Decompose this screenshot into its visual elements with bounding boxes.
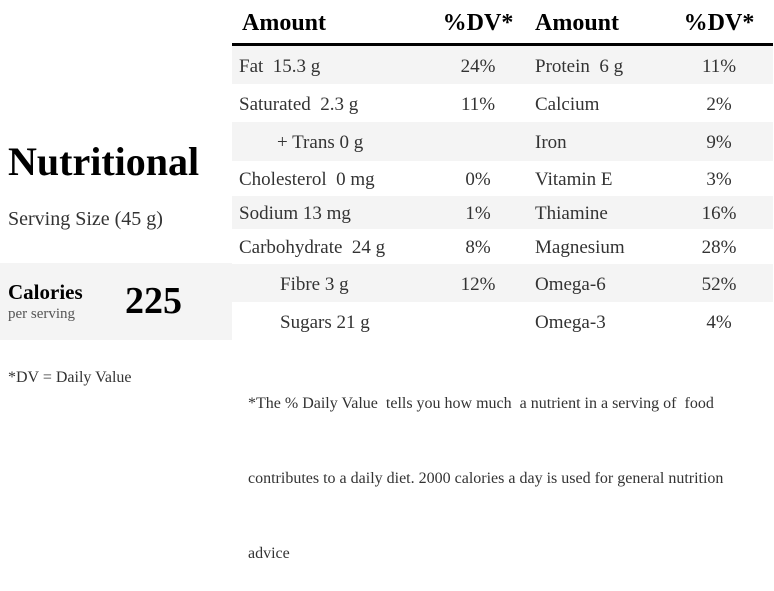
nutrient-amount: Fibre 3 g (280, 273, 349, 295)
nutrient-amount: Fat 15.3 g (239, 55, 321, 77)
nutrient-dv: 11% (460, 93, 496, 115)
title-line-1: Nutritional (8, 139, 200, 184)
nutrient-dv (432, 122, 524, 161)
nutrient-amount: Magnesium (535, 237, 625, 258)
nutrient-dv: 12% (460, 273, 496, 295)
dv-footnote: *The % Daily Value tells you how much a … (248, 341, 723, 591)
nutrient-amount: Sugars 21 g (280, 311, 370, 333)
nutrient-amount: Carbohydrate 24 g (239, 237, 386, 258)
nutrient-dv: 1% (465, 203, 491, 224)
header-dv-right: %DV* (683, 10, 755, 36)
nutrient-dv: 4% (706, 311, 732, 333)
footnote-line: advice (248, 545, 290, 562)
table-row: Cholesterol 0 mg 0% Vitamin E 3% (232, 161, 773, 196)
table-row: Fat 15.3 g 24% Protein 6 g 11% (232, 46, 773, 84)
table-row: + Trans 0 g Iron 9% (232, 122, 773, 161)
nutrient-dv: 3% (706, 169, 732, 190)
nutrient-amount: + Trans 0 g (277, 132, 364, 153)
calories-sublabel: per serving (8, 306, 76, 322)
footnote-line: *The % Daily Value tells you how much a … (248, 395, 714, 412)
nutrient-dv: 11% (701, 55, 737, 77)
nutrient-amount: Thiamine (535, 203, 608, 224)
header-amount-right: Amount (535, 10, 620, 36)
header-amount-left: Amount (242, 10, 327, 36)
nutrient-dv: 9% (706, 132, 732, 153)
nutrient-dv: 2% (706, 93, 732, 115)
serving-size: Serving Size (45 g) (8, 208, 163, 230)
nutrient-amount: Omega-3 (535, 311, 606, 333)
nutrient-dv: 0% (465, 169, 491, 190)
header-dv-left: %DV* (442, 10, 514, 36)
nutrient-amount: Sodium 13 mg (239, 203, 351, 224)
nutrient-amount: Cholesterol 0 mg (239, 169, 375, 190)
table-row: Sugars 21 g Omega-3 4% (232, 302, 773, 340)
nutrient-amount: Omega-6 (535, 273, 606, 295)
nutrient-dv: 52% (701, 273, 737, 295)
nutrient-dv: 28% (701, 237, 737, 258)
nutrient-amount: Saturated 2.3 g (239, 93, 359, 115)
calories-label: Calories (8, 280, 83, 304)
table-row: Saturated 2.3 g 11% Calcium 2% (232, 84, 773, 122)
nutrient-dv (432, 302, 524, 340)
nutrient-amount: Calcium (535, 93, 600, 115)
footnote-line: contributes to a daily diet. 2000 calori… (248, 470, 724, 487)
nutrient-amount: Protein 6 g (535, 55, 624, 77)
nutrient-dv: 24% (460, 55, 496, 77)
table-row: Carbohydrate 24 g 8% Magnesium 28% (232, 229, 773, 264)
nutrient-dv: 16% (701, 203, 737, 224)
dv-note: *DV = Daily Value (8, 369, 132, 386)
calories-value: 225 (125, 280, 182, 322)
nutrient-dv: 8% (465, 237, 491, 258)
table-row: Fibre 3 g 12% Omega-6 52% (232, 264, 773, 302)
calories-panel: Calories per serving 225 (0, 263, 232, 340)
nutrient-amount: Iron (535, 132, 567, 153)
table-header: Amount %DV* Amount %DV* (232, 0, 773, 46)
table-row: Sodium 13 mg 1% Thiamine 16% (232, 196, 773, 229)
nutrition-table: Amount %DV* Amount %DV* Fat 15.3 g 24% P… (232, 0, 773, 340)
nutrient-amount: Vitamin E (535, 169, 613, 190)
